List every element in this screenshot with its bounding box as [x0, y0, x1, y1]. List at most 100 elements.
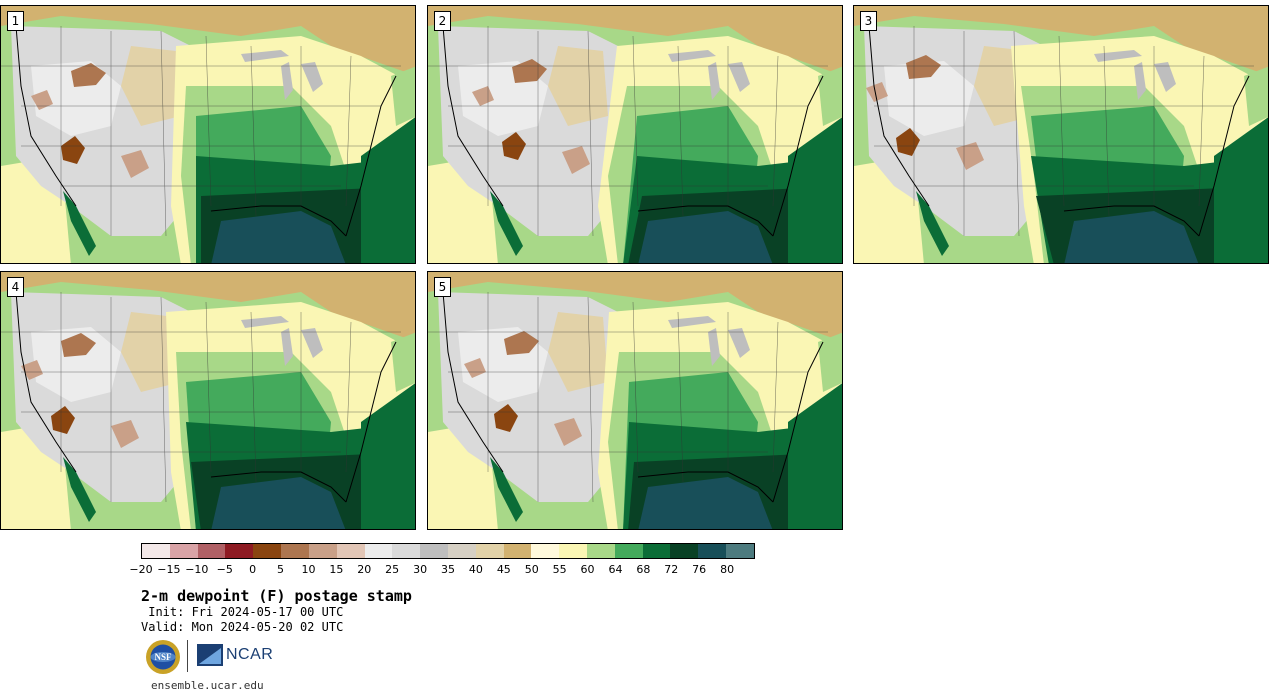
coastline — [15, 25, 397, 237]
lake-superior — [668, 316, 716, 328]
colorbar-tick-label: 25 — [385, 563, 400, 576]
panel-number-label: 3 — [860, 11, 877, 31]
colorbar-tick-label: 40 — [468, 563, 483, 576]
atlantic-ocean — [1214, 117, 1268, 263]
colorbar-swatch — [475, 544, 504, 558]
atlantic-ocean — [361, 117, 415, 263]
colorbar-tick-label: −15 — [157, 563, 181, 576]
lake-superior — [241, 316, 289, 328]
colorbar-swatch — [726, 544, 754, 558]
ensemble-member-panel-5[interactable]: 5 — [427, 271, 843, 530]
gulf-of-california — [63, 457, 96, 522]
figure-title: 2-m dewpoint (F) postage stamp — [141, 587, 412, 605]
colorbar-swatch — [142, 544, 170, 558]
gulf-of-mexico — [638, 211, 773, 263]
ensemble-member-panel-1[interactable]: 1 — [0, 5, 416, 264]
lake-michigan — [1134, 62, 1146, 100]
gulf-of-mexico — [211, 477, 346, 529]
lake-huron — [301, 62, 323, 92]
atlantic-north — [1244, 66, 1268, 126]
logo-divider — [187, 640, 188, 672]
state-boundaries — [854, 26, 1254, 237]
gulf-of-mexico — [1064, 211, 1199, 263]
atlantic-north — [818, 66, 842, 126]
lake-superior — [1094, 50, 1142, 62]
colorbar-swatch — [308, 544, 337, 558]
colorbar-swatch — [698, 544, 727, 558]
great-basin-region — [31, 327, 121, 402]
state-boundaries — [428, 292, 828, 503]
dewpoint-map-1 — [1, 6, 415, 263]
lake-superior — [241, 50, 289, 62]
ensemble-member-panel-3[interactable]: 3 — [853, 5, 1269, 264]
dry-patch — [111, 420, 139, 448]
dry-patch — [61, 136, 85, 164]
atlantic-north — [391, 332, 415, 392]
coastline — [442, 25, 824, 237]
colorbar-tick-label: 10 — [301, 563, 316, 576]
colorbar-tick-label: 50 — [524, 563, 539, 576]
colorbar-tick-label: 35 — [441, 563, 455, 576]
colorbar-tick-label: 68 — [636, 563, 651, 576]
panel-number-label: 1 — [7, 11, 24, 31]
colorbar-swatch — [587, 544, 615, 558]
colorbar-swatch — [670, 544, 699, 558]
dry-patch — [554, 418, 582, 446]
colorbar-tick-label: 5 — [277, 563, 285, 576]
gulf-of-california — [490, 457, 523, 522]
dewpoint-map-5 — [428, 272, 842, 529]
canada-region — [854, 6, 1268, 76]
atlantic-north — [818, 332, 842, 392]
dewpoint-colorbar — [141, 543, 755, 559]
gulf-of-mexico — [211, 211, 346, 263]
dewpoint-map-4 — [1, 272, 415, 529]
valid-time: Valid: Mon 2024-05-20 02 UTC — [141, 620, 344, 634]
colorbar-swatch — [364, 544, 393, 558]
colorbar-tick-label: 80 — [720, 563, 735, 576]
colorbar-swatch — [642, 544, 671, 558]
ensemble-member-panel-2[interactable]: 2 — [427, 5, 843, 264]
coastline — [868, 25, 1250, 237]
panel-number-label: 5 — [434, 277, 451, 297]
coastline — [15, 291, 397, 503]
lake-huron — [728, 62, 750, 92]
ncar-mark-icon — [197, 644, 223, 666]
colorbar-tick-label: 20 — [357, 563, 372, 576]
colorbar-swatch — [503, 544, 532, 558]
atlantic-ocean — [788, 383, 842, 529]
colorbar-tick-label: −20 — [129, 563, 153, 576]
atlantic-ocean — [788, 117, 842, 263]
colorbar-tick-label: 0 — [249, 563, 257, 576]
colorbar-tick-label: 55 — [552, 563, 567, 576]
colorbar-tick-label: −10 — [185, 563, 209, 576]
canada-region — [1, 6, 415, 76]
lake-michigan — [708, 328, 720, 366]
colorbar-swatch — [420, 544, 448, 558]
lake-huron — [728, 328, 750, 358]
dry-patch — [906, 55, 941, 79]
colorbar-swatch — [531, 544, 560, 558]
canada-region — [428, 6, 842, 76]
dry-patch — [866, 82, 888, 102]
colorbar-swatch — [559, 544, 587, 558]
colorbar-tick-label: 60 — [580, 563, 595, 576]
colorbar-tick-label: 30 — [413, 563, 428, 576]
canada-region — [1, 272, 415, 342]
dry-patch — [61, 333, 96, 357]
svg-text:NSF: NSF — [154, 652, 172, 662]
ensemble-member-panel-4[interactable]: 4 — [0, 271, 416, 530]
dry-patch — [21, 360, 43, 380]
panel-number-label: 2 — [434, 11, 451, 31]
lake-michigan — [281, 62, 293, 100]
dry-patch — [121, 150, 149, 178]
lake-michigan — [281, 328, 293, 366]
ncar-logo: NCAR — [197, 643, 273, 667]
dry-patch — [31, 90, 53, 110]
colorbar-tick-label: −5 — [216, 563, 233, 576]
atlantic-ocean — [361, 383, 415, 529]
great-basin-region — [884, 61, 974, 136]
state-boundaries — [428, 26, 828, 237]
colorbar-swatch — [447, 544, 476, 558]
init-time: Init: Fri 2024-05-17 00 UTC — [141, 605, 344, 619]
nsf-logo-icon: NSF — [146, 640, 180, 674]
